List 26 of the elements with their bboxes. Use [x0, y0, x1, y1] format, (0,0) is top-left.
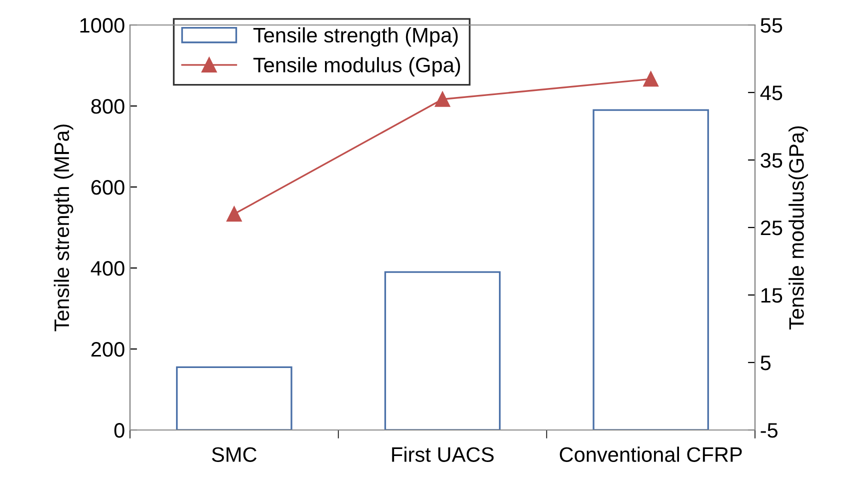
x-tick-label: First UACS	[392, 446, 494, 462]
point	[643, 71, 658, 87]
legend-label: Tensile modulus (Gpa)	[253, 57, 460, 77]
y2-tick-label: -5	[760, 423, 778, 438]
y-tick-label: 600	[91, 180, 124, 195]
y-tick-label: 200	[91, 342, 124, 357]
y-tick-label: 1000	[80, 18, 124, 33]
bar	[176, 366, 292, 430]
point	[226, 206, 242, 222]
legend-label: Tensile strength (Mpa)	[253, 27, 458, 47]
x-tick-label: Conventional CFRP	[560, 446, 742, 462]
y-tick-label: 400	[90, 261, 124, 276]
y-axis-title: Tensile strength (MPa)	[54, 124, 74, 332]
y2-tick-label: 55	[760, 18, 782, 33]
y2-tick-label: 35	[760, 153, 782, 168]
y-tick-label: 800	[91, 99, 124, 114]
y2-tick-label: 45	[760, 86, 782, 100]
y2-tick-label: 25	[760, 220, 782, 236]
y2-tick-label: 15	[761, 288, 782, 303]
bar	[592, 109, 709, 430]
point	[434, 92, 450, 107]
bar	[384, 271, 501, 430]
x-tick-label: SMC	[212, 447, 257, 462]
y2-axis-title: Tensile modulus(GPa)	[788, 126, 808, 330]
y-tick-label: 0	[114, 423, 124, 438]
y2-tick-label: 5	[760, 356, 771, 370]
